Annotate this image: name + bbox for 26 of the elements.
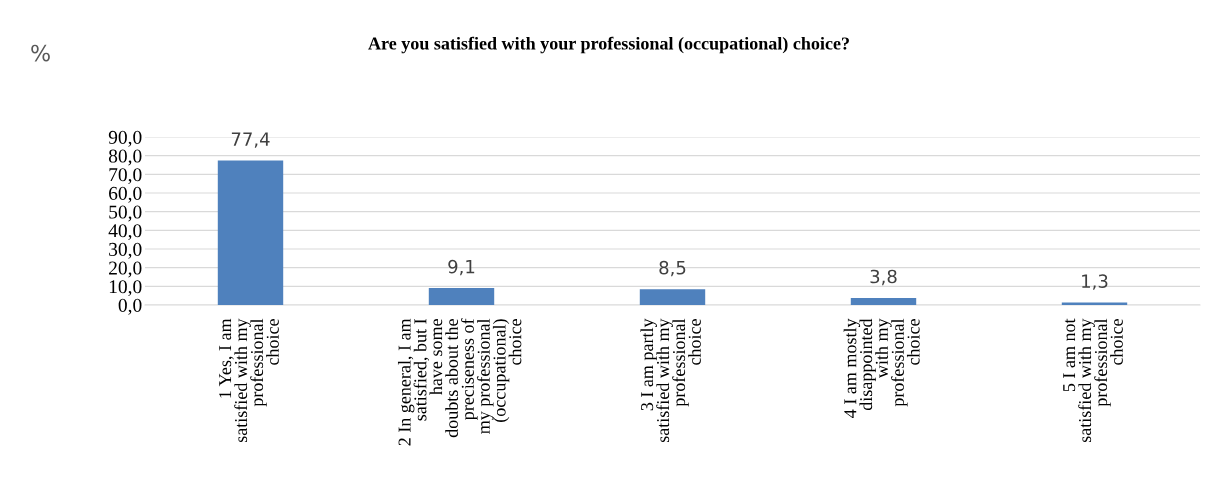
x-tick-label: 5 I am not satisfied with my professional choice (1063, 318, 1123, 443)
y-tick-label: 90,0 (108, 130, 142, 147)
bar (850, 297, 917, 305)
bar (217, 160, 284, 305)
x-tick-label: 3 I am partly satisfied with my professional choice (640, 318, 701, 443)
data-label: 9,1 (448, 259, 475, 276)
data-label: 8,5 (659, 260, 686, 277)
y-tick-label: 30,0 (109, 242, 142, 259)
x-tick-label: 4 I am mostly disappointed with my professional choice (843, 318, 920, 418)
bar (639, 289, 706, 305)
bar (428, 288, 495, 305)
chart-title: Are you satisfied with your professional (occupational) choice? (368, 36, 849, 54)
x-tick-label: 1 Yes, I am satisfied with my professional choice (219, 318, 279, 443)
y-axis-title: % (31, 44, 50, 62)
y-tick-label: 60,0 (109, 186, 142, 203)
y-tick-label: 40,0 (108, 224, 142, 241)
y-tick-label: 80,0 (108, 149, 142, 166)
y-tick-label: 20,0 (109, 261, 142, 278)
data-label: 77,4 (231, 132, 270, 148)
data-label: 1,3 (1082, 274, 1108, 290)
y-tick-label: 10,0 (109, 280, 142, 297)
y-tick-label: 70,0 (109, 168, 142, 185)
data-label: 3,8 (870, 269, 897, 286)
y-tick-label: 0,0 (118, 298, 142, 315)
x-tick-label: 2 In general, I am satisfied, but I have some doubts about the preciseness of my professional (occupational) choice (397, 318, 522, 446)
y-tick-label: 50,0 (109, 205, 142, 222)
